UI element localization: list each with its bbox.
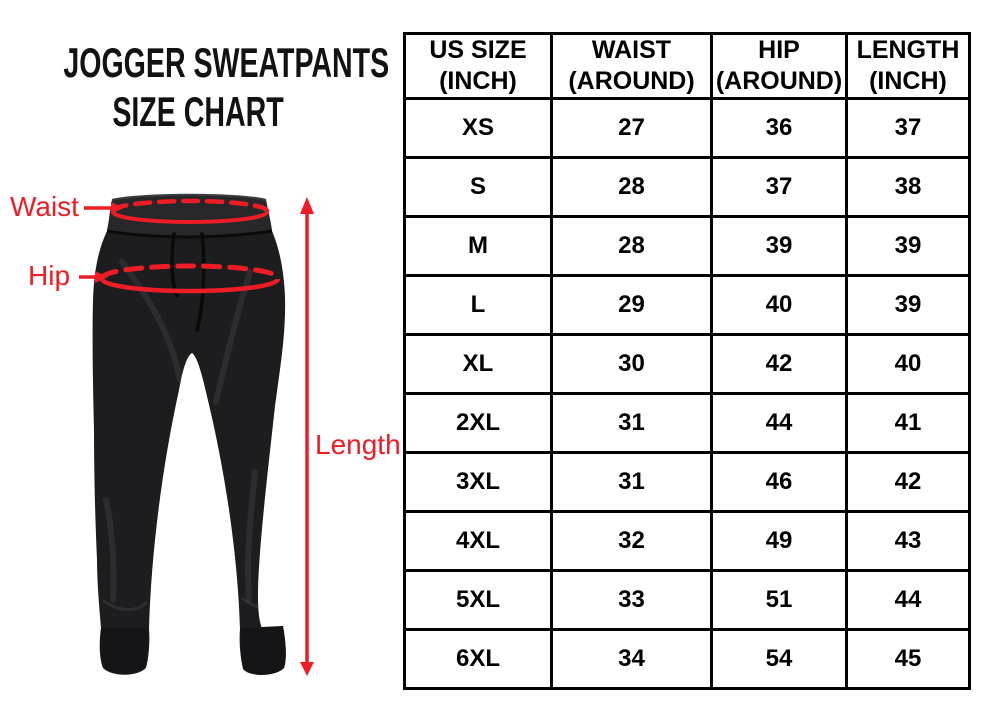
measurement-annotations (79, 197, 314, 676)
size-row-6xl: 6XL 34 54 45 (403, 628, 971, 690)
hip-cell: 36 (710, 97, 848, 159)
size-row-5xl: 5XL 33 51 44 (403, 569, 971, 631)
col-header-hip: HIP (AROUND) (710, 32, 848, 100)
hip-ellipse-front (99, 278, 281, 294)
waist-cell: 32 (550, 510, 713, 572)
col-header-length: LENGTH (INCH) (845, 32, 971, 100)
hip-cell: 46 (710, 451, 848, 513)
waist-cell: 30 (550, 333, 713, 395)
length-cell: 42 (845, 451, 971, 513)
size-row-s: S 28 37 38 (403, 156, 971, 218)
length-cell: 40 (845, 333, 971, 395)
size-cell: M (403, 215, 553, 277)
length-cell: 37 (845, 97, 971, 159)
size-row-xl: XL 30 42 40 (403, 333, 971, 395)
length-label: Length (315, 429, 401, 460)
page-title-line2: SIZE CHART (112, 88, 284, 135)
size-cell: XS (403, 97, 553, 159)
waist-ellipse-front (111, 211, 269, 224)
jogger-pants-diagram (79, 193, 314, 676)
waist-cell: 28 (550, 215, 713, 277)
hip-cell: 51 (710, 569, 848, 631)
left-cuff (100, 628, 149, 674)
waist-arrowhead (111, 202, 124, 214)
waistband (107, 194, 272, 237)
hip-cell: 37 (710, 156, 848, 218)
header-row: US SIZE (INCH) WAIST (AROUND) HIP (AROUN… (403, 32, 971, 100)
size-row-l: L 29 40 39 (403, 274, 971, 336)
size-cell: 4XL (403, 510, 553, 572)
length-arrowhead-top (300, 197, 314, 214)
hip-cell: 40 (710, 274, 848, 336)
length-cell: 44 (845, 569, 971, 631)
waist-cell: 28 (550, 156, 713, 218)
hip-cell: 54 (710, 628, 848, 690)
hip-cell: 49 (710, 510, 848, 572)
hip-cell: 44 (710, 392, 848, 454)
waist-label: Waist (10, 191, 79, 222)
hip-ellipse-back (99, 263, 281, 281)
size-row-3xl: 3XL 31 46 42 (403, 451, 971, 513)
size-chart-table: US SIZE (INCH) WAIST (AROUND) HIP (AROUN… (403, 32, 971, 690)
size-row-2xl: 2XL 31 44 41 (403, 392, 971, 454)
waist-cell: 31 (550, 392, 713, 454)
hip-label: Hip (28, 260, 71, 291)
size-cell: 2XL (403, 392, 553, 454)
col-header-waist: WAIST (AROUND) (550, 32, 713, 100)
waist-cell: 27 (550, 97, 713, 159)
waist-cell: 33 (550, 569, 713, 631)
size-cell: 5XL (403, 569, 553, 631)
waist-cell: 34 (550, 628, 713, 690)
length-cell: 43 (845, 510, 971, 572)
size-row-xs: XS 27 36 37 (403, 97, 971, 159)
hip-cell: 42 (710, 333, 848, 395)
length-cell: 38 (845, 156, 971, 218)
hip-cell: 39 (710, 215, 848, 277)
size-cell: 3XL (403, 451, 553, 513)
size-row-m: M 28 39 39 (403, 215, 971, 277)
length-cell: 41 (845, 392, 971, 454)
size-cell: XL (403, 333, 553, 395)
length-cell: 39 (845, 215, 971, 277)
waist-ellipse-back (110, 198, 270, 214)
length-arrowhead-bottom (300, 662, 314, 676)
waist-cell: 31 (550, 451, 713, 513)
waist-cell: 29 (550, 274, 713, 336)
length-cell: 45 (845, 628, 971, 690)
size-row-4xl: 4XL 32 49 43 (403, 510, 971, 572)
length-cell: 39 (845, 274, 971, 336)
size-cell: 6XL (403, 628, 553, 690)
size-cell: S (403, 156, 553, 218)
col-header-us-size: US SIZE (INCH) (403, 32, 553, 100)
size-cell: L (403, 274, 553, 336)
right-cuff (240, 626, 286, 675)
hip-arrowhead (95, 271, 108, 283)
